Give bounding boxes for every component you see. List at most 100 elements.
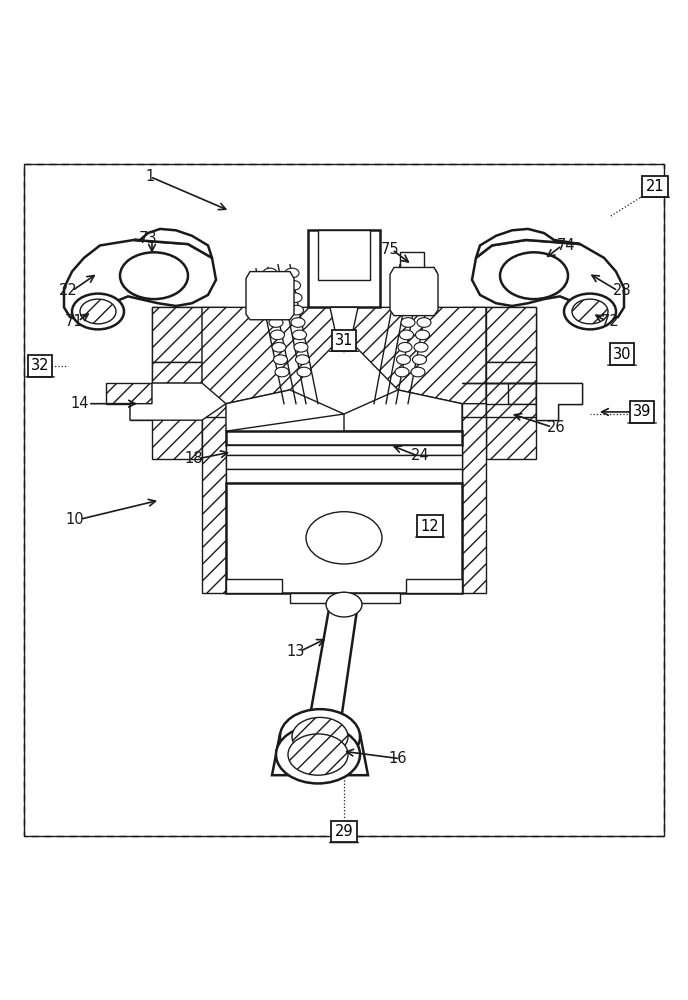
Text: 29: 29 — [334, 824, 354, 839]
Ellipse shape — [292, 717, 348, 756]
Text: 32: 32 — [31, 358, 50, 373]
Ellipse shape — [411, 367, 425, 377]
Polygon shape — [462, 307, 486, 459]
Polygon shape — [152, 383, 180, 404]
Polygon shape — [272, 734, 368, 775]
Ellipse shape — [294, 342, 308, 352]
Ellipse shape — [402, 305, 416, 315]
Ellipse shape — [269, 318, 283, 327]
Polygon shape — [472, 240, 624, 321]
Polygon shape — [344, 307, 486, 404]
Ellipse shape — [405, 281, 420, 290]
Ellipse shape — [268, 305, 281, 315]
Text: 14: 14 — [71, 396, 89, 411]
Ellipse shape — [423, 268, 437, 278]
Ellipse shape — [290, 305, 303, 315]
Ellipse shape — [291, 318, 305, 327]
Ellipse shape — [500, 252, 568, 299]
Text: 73: 73 — [139, 231, 158, 246]
Polygon shape — [486, 307, 536, 362]
Polygon shape — [486, 307, 536, 459]
Ellipse shape — [263, 268, 277, 278]
Ellipse shape — [407, 268, 421, 278]
Polygon shape — [152, 307, 202, 362]
Polygon shape — [202, 417, 226, 593]
Polygon shape — [226, 455, 462, 469]
Ellipse shape — [414, 342, 428, 352]
Ellipse shape — [416, 330, 429, 340]
Polygon shape — [462, 383, 582, 420]
Text: 39: 39 — [633, 404, 651, 419]
Text: 13: 13 — [287, 644, 305, 659]
Ellipse shape — [272, 342, 286, 352]
Text: 26: 26 — [547, 420, 566, 435]
Polygon shape — [202, 307, 344, 404]
Ellipse shape — [401, 318, 415, 327]
Ellipse shape — [274, 355, 288, 364]
Polygon shape — [308, 230, 380, 307]
Polygon shape — [318, 230, 370, 280]
Ellipse shape — [72, 294, 124, 329]
Ellipse shape — [292, 330, 306, 340]
Polygon shape — [226, 431, 462, 445]
Polygon shape — [226, 579, 282, 593]
Ellipse shape — [80, 299, 116, 324]
Polygon shape — [226, 390, 344, 431]
Polygon shape — [130, 383, 226, 420]
Ellipse shape — [288, 293, 302, 303]
Text: 18: 18 — [185, 451, 203, 466]
Polygon shape — [152, 362, 202, 383]
Polygon shape — [330, 307, 358, 335]
Polygon shape — [152, 404, 202, 417]
Polygon shape — [400, 252, 424, 287]
Ellipse shape — [572, 299, 608, 324]
Ellipse shape — [275, 367, 289, 377]
Text: 31: 31 — [335, 333, 353, 348]
Text: 75: 75 — [380, 242, 399, 257]
Polygon shape — [336, 335, 352, 352]
Ellipse shape — [420, 293, 434, 303]
Polygon shape — [536, 404, 558, 420]
Polygon shape — [508, 383, 536, 404]
Ellipse shape — [564, 294, 616, 329]
Text: 1: 1 — [145, 169, 155, 184]
Ellipse shape — [264, 281, 279, 290]
Text: 71: 71 — [65, 314, 83, 329]
Text: 12: 12 — [420, 519, 440, 534]
Ellipse shape — [326, 592, 362, 617]
Text: 16: 16 — [389, 751, 407, 766]
Polygon shape — [536, 383, 582, 404]
Text: 72: 72 — [601, 314, 619, 329]
Text: 10: 10 — [65, 512, 85, 527]
Ellipse shape — [288, 734, 348, 775]
Ellipse shape — [297, 367, 311, 377]
Polygon shape — [226, 469, 462, 483]
Polygon shape — [308, 603, 358, 727]
Polygon shape — [344, 390, 462, 431]
Polygon shape — [226, 445, 462, 455]
Ellipse shape — [395, 367, 409, 377]
Text: 22: 22 — [58, 283, 77, 298]
Text: 24: 24 — [411, 448, 429, 463]
Polygon shape — [290, 593, 400, 603]
Ellipse shape — [418, 305, 433, 315]
Text: 74: 74 — [557, 238, 575, 253]
Polygon shape — [462, 417, 486, 593]
Polygon shape — [486, 362, 536, 383]
Ellipse shape — [276, 726, 360, 783]
Ellipse shape — [296, 355, 310, 364]
Ellipse shape — [120, 252, 188, 299]
Ellipse shape — [422, 281, 436, 290]
Ellipse shape — [413, 355, 427, 364]
Polygon shape — [152, 307, 202, 459]
Polygon shape — [406, 287, 418, 299]
Ellipse shape — [400, 330, 413, 340]
Ellipse shape — [270, 330, 285, 340]
Ellipse shape — [286, 281, 301, 290]
Ellipse shape — [396, 355, 411, 364]
Polygon shape — [106, 383, 152, 404]
Polygon shape — [390, 267, 438, 316]
Polygon shape — [64, 240, 216, 321]
Ellipse shape — [306, 512, 382, 564]
Polygon shape — [406, 579, 462, 593]
